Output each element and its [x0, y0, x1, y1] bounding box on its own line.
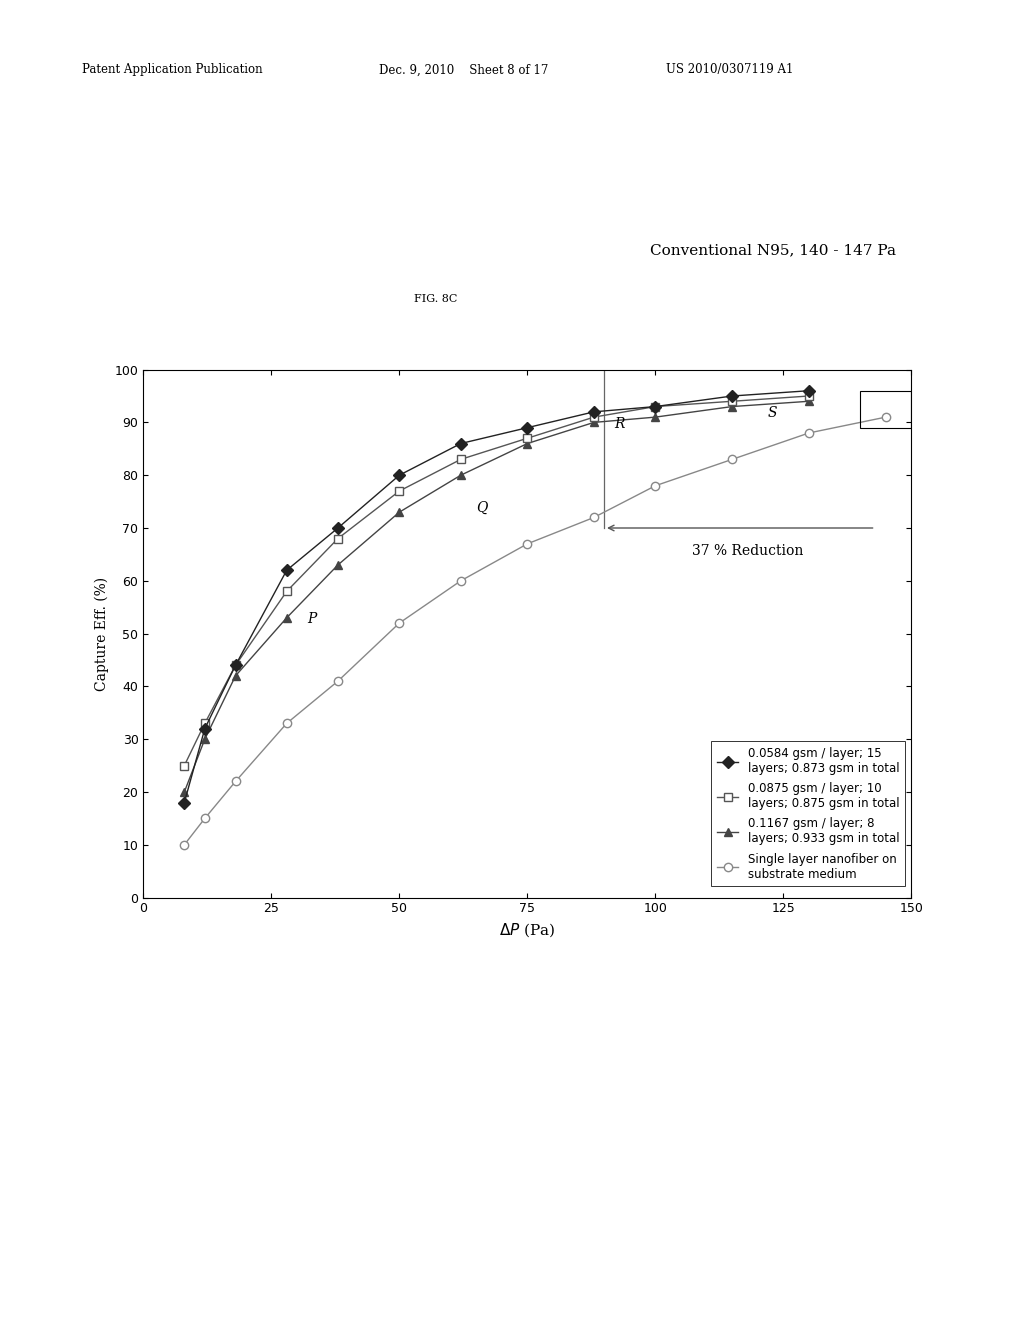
Text: Patent Application Publication: Patent Application Publication: [82, 63, 262, 77]
Bar: [860, 391, 911, 428]
Text: FIG. 8C: FIG. 8C: [414, 293, 457, 304]
Y-axis label: Capture Eff. (%): Capture Eff. (%): [94, 577, 110, 690]
Legend: 0.0584 gsm / layer; 15
layers; 0.873 gsm in total, 0.0875 gsm / layer; 10
layers: 0.0584 gsm / layer; 15 layers; 0.873 gsm…: [712, 742, 905, 887]
Text: Q: Q: [476, 502, 487, 515]
Text: R: R: [614, 417, 625, 430]
Text: Conventional N95, 140 - 147 Pa: Conventional N95, 140 - 147 Pa: [650, 243, 896, 257]
Text: S: S: [768, 407, 777, 420]
X-axis label: $\Delta \it{P}$ (Pa): $\Delta \it{P}$ (Pa): [499, 921, 556, 939]
Text: Dec. 9, 2010    Sheet 8 of 17: Dec. 9, 2010 Sheet 8 of 17: [379, 63, 548, 77]
Text: 37 % Reduction: 37 % Reduction: [692, 544, 803, 558]
Text: P: P: [307, 612, 316, 626]
Text: US 2010/0307119 A1: US 2010/0307119 A1: [666, 63, 793, 77]
